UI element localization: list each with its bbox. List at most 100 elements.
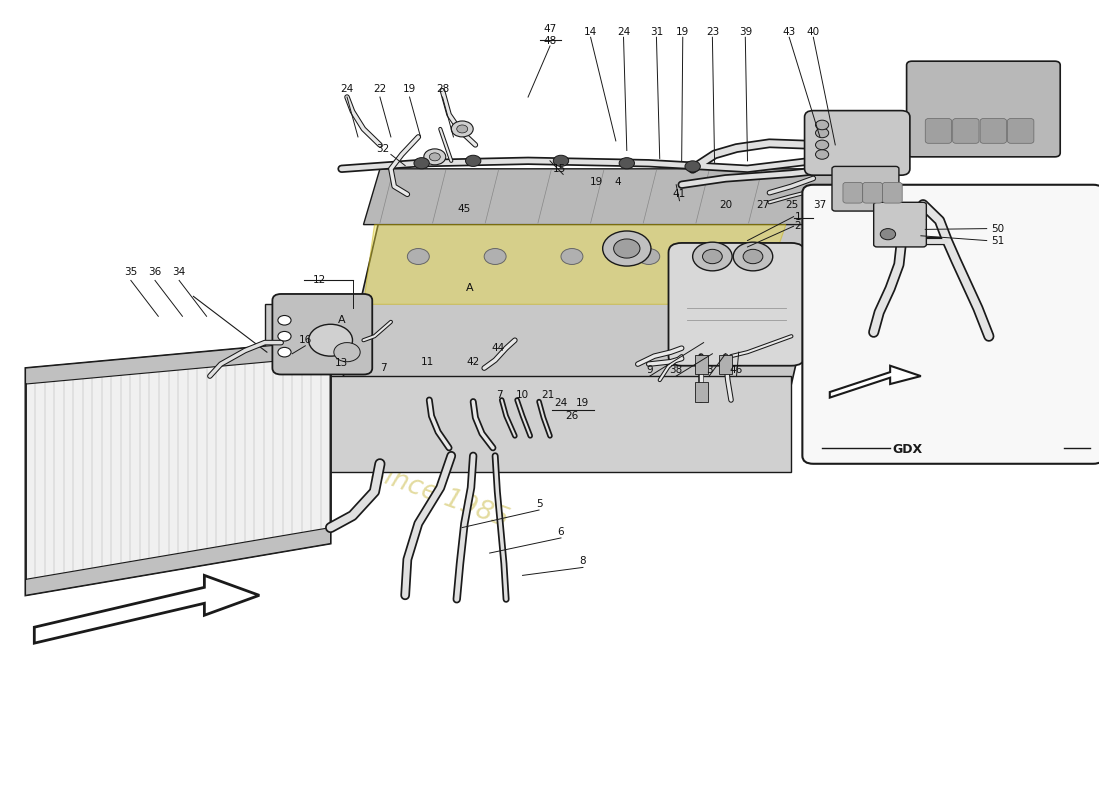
Text: 3: 3 xyxy=(706,365,713,374)
Text: 24: 24 xyxy=(340,84,353,94)
Text: 42: 42 xyxy=(466,357,480,366)
Text: 34: 34 xyxy=(173,267,186,278)
Text: 44: 44 xyxy=(492,343,505,353)
Text: 2: 2 xyxy=(794,222,801,231)
Circle shape xyxy=(407,249,429,265)
Circle shape xyxy=(603,231,651,266)
Text: 22: 22 xyxy=(373,84,386,94)
Polygon shape xyxy=(265,304,320,360)
Text: 24: 24 xyxy=(554,398,568,408)
Text: 41: 41 xyxy=(673,190,686,199)
FancyBboxPatch shape xyxy=(802,185,1100,464)
Text: 50: 50 xyxy=(991,223,1004,234)
Circle shape xyxy=(278,347,292,357)
Circle shape xyxy=(815,128,828,138)
FancyBboxPatch shape xyxy=(980,118,1006,143)
Circle shape xyxy=(484,249,506,265)
Text: 26: 26 xyxy=(565,411,579,421)
FancyBboxPatch shape xyxy=(862,182,882,203)
Polygon shape xyxy=(363,169,851,225)
Text: 37: 37 xyxy=(813,200,826,210)
Text: 51: 51 xyxy=(991,235,1004,246)
Text: 7: 7 xyxy=(496,390,503,400)
FancyBboxPatch shape xyxy=(906,61,1060,157)
Text: 19: 19 xyxy=(576,398,590,408)
Text: a Maserati: a Maserati xyxy=(371,388,509,460)
Text: A: A xyxy=(338,315,345,326)
Polygon shape xyxy=(25,340,331,384)
Text: 32: 32 xyxy=(376,144,389,154)
Text: 28: 28 xyxy=(436,84,449,94)
Text: 9: 9 xyxy=(647,365,653,374)
FancyBboxPatch shape xyxy=(843,182,862,203)
Text: 47: 47 xyxy=(543,24,557,34)
FancyBboxPatch shape xyxy=(953,118,979,143)
Text: 20: 20 xyxy=(719,200,733,210)
Text: 35: 35 xyxy=(124,267,138,278)
Text: 4: 4 xyxy=(615,177,622,186)
Text: 10: 10 xyxy=(516,390,529,400)
Text: GDX: GDX xyxy=(892,443,923,456)
Circle shape xyxy=(424,149,446,165)
Polygon shape xyxy=(25,527,331,595)
Circle shape xyxy=(414,158,429,169)
Text: 31: 31 xyxy=(650,26,663,37)
Polygon shape xyxy=(363,225,785,304)
Circle shape xyxy=(278,315,292,325)
Circle shape xyxy=(685,161,701,172)
FancyBboxPatch shape xyxy=(882,182,902,203)
Circle shape xyxy=(815,120,828,130)
FancyBboxPatch shape xyxy=(873,202,926,247)
Circle shape xyxy=(614,239,640,258)
Circle shape xyxy=(619,158,635,169)
FancyBboxPatch shape xyxy=(832,166,899,211)
Circle shape xyxy=(309,324,352,356)
Polygon shape xyxy=(341,193,835,384)
Text: 15: 15 xyxy=(553,164,566,174)
Text: 36: 36 xyxy=(148,267,162,278)
FancyBboxPatch shape xyxy=(925,118,952,143)
Text: 45: 45 xyxy=(458,204,471,214)
Circle shape xyxy=(815,150,828,159)
Text: A: A xyxy=(466,283,474,294)
Text: 21: 21 xyxy=(541,390,554,400)
Bar xyxy=(695,382,708,402)
Polygon shape xyxy=(25,340,331,595)
Text: 39: 39 xyxy=(739,26,752,37)
Text: 23: 23 xyxy=(706,26,719,37)
Circle shape xyxy=(693,242,733,271)
Text: 38: 38 xyxy=(670,365,683,374)
Text: 48: 48 xyxy=(543,36,557,46)
Text: since 1985: since 1985 xyxy=(723,302,859,371)
Circle shape xyxy=(715,249,737,265)
Circle shape xyxy=(734,242,772,271)
Text: 11: 11 xyxy=(420,357,433,366)
Circle shape xyxy=(278,331,292,341)
Circle shape xyxy=(703,250,723,264)
Circle shape xyxy=(638,249,660,265)
Bar xyxy=(695,354,708,374)
Text: 1: 1 xyxy=(794,212,801,222)
FancyBboxPatch shape xyxy=(804,110,910,175)
Text: 19: 19 xyxy=(403,84,416,94)
Text: 12: 12 xyxy=(314,275,327,286)
Circle shape xyxy=(465,155,481,166)
Circle shape xyxy=(815,140,828,150)
Text: 46: 46 xyxy=(730,365,744,374)
Circle shape xyxy=(880,229,895,240)
Circle shape xyxy=(333,342,360,362)
Text: 25: 25 xyxy=(784,200,798,210)
Text: 27: 27 xyxy=(756,200,770,210)
Circle shape xyxy=(429,153,440,161)
FancyBboxPatch shape xyxy=(669,243,804,366)
Circle shape xyxy=(744,250,763,264)
Polygon shape xyxy=(34,575,260,643)
Text: 14: 14 xyxy=(584,26,597,37)
Text: 7: 7 xyxy=(379,363,386,373)
Text: 40: 40 xyxy=(806,26,820,37)
Text: since 1985: since 1985 xyxy=(368,459,513,533)
Circle shape xyxy=(553,155,569,166)
Circle shape xyxy=(451,121,473,137)
Polygon shape xyxy=(326,376,791,472)
Circle shape xyxy=(561,249,583,265)
